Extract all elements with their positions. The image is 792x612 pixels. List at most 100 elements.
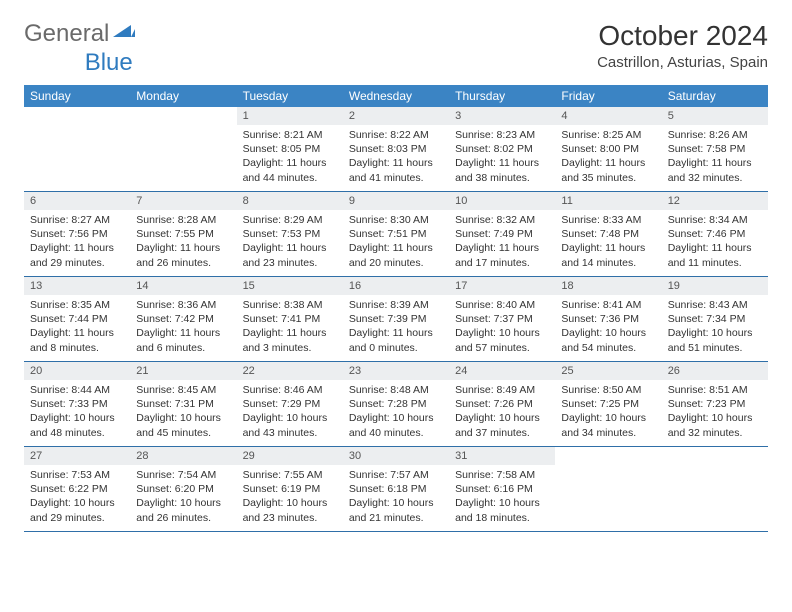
- day-number: 24: [449, 362, 555, 380]
- day-info: Sunrise: 7:55 AMSunset: 6:19 PMDaylight:…: [237, 465, 343, 531]
- calendar-day-cell: 20Sunrise: 8:44 AMSunset: 7:33 PMDayligh…: [24, 362, 130, 447]
- day-number: 11: [555, 192, 661, 210]
- brand-part2-wrap: GeneBlue: [24, 49, 768, 77]
- calendar-day-cell: 12Sunrise: 8:34 AMSunset: 7:46 PMDayligh…: [662, 192, 768, 277]
- month-title: October 2024: [597, 20, 768, 52]
- day-number: 20: [24, 362, 130, 380]
- day-number: 15: [237, 277, 343, 295]
- calendar-day-cell: [24, 107, 130, 192]
- day-info: Sunrise: 8:29 AMSunset: 7:53 PMDaylight:…: [237, 210, 343, 276]
- day-number: 13: [24, 277, 130, 295]
- day-info: Sunrise: 8:35 AMSunset: 7:44 PMDaylight:…: [24, 295, 130, 361]
- calendar-day-cell: 9Sunrise: 8:30 AMSunset: 7:51 PMDaylight…: [343, 192, 449, 277]
- day-number: 30: [343, 447, 449, 465]
- day-number: 10: [449, 192, 555, 210]
- calendar-day-cell: 11Sunrise: 8:33 AMSunset: 7:48 PMDayligh…: [555, 192, 661, 277]
- weekday-header: Thursday: [449, 85, 555, 107]
- day-info: Sunrise: 8:33 AMSunset: 7:48 PMDaylight:…: [555, 210, 661, 276]
- day-number: 1: [237, 107, 343, 125]
- day-number: 6: [24, 192, 130, 210]
- day-info: Sunrise: 8:32 AMSunset: 7:49 PMDaylight:…: [449, 210, 555, 276]
- calendar-day-cell: 15Sunrise: 8:38 AMSunset: 7:41 PMDayligh…: [237, 277, 343, 362]
- calendar-day-cell: 2Sunrise: 8:22 AMSunset: 8:03 PMDaylight…: [343, 107, 449, 192]
- brand-part2: Blue: [85, 49, 133, 76]
- day-number: 5: [662, 107, 768, 125]
- day-number: 26: [662, 362, 768, 380]
- calendar-day-cell: 27Sunrise: 7:53 AMSunset: 6:22 PMDayligh…: [24, 447, 130, 532]
- day-number: 29: [237, 447, 343, 465]
- day-info: Sunrise: 8:43 AMSunset: 7:34 PMDaylight:…: [662, 295, 768, 361]
- calendar-day-cell: 31Sunrise: 7:58 AMSunset: 6:16 PMDayligh…: [449, 447, 555, 532]
- day-number: 28: [130, 447, 236, 465]
- calendar-table: SundayMondayTuesdayWednesdayThursdayFrid…: [24, 85, 768, 532]
- calendar-week-row: 27Sunrise: 7:53 AMSunset: 6:22 PMDayligh…: [24, 447, 768, 532]
- calendar-day-cell: 21Sunrise: 8:45 AMSunset: 7:31 PMDayligh…: [130, 362, 236, 447]
- calendar-day-cell: 16Sunrise: 8:39 AMSunset: 7:39 PMDayligh…: [343, 277, 449, 362]
- calendar-week-row: 6Sunrise: 8:27 AMSunset: 7:56 PMDaylight…: [24, 192, 768, 277]
- calendar-header-row: SundayMondayTuesdayWednesdayThursdayFrid…: [24, 85, 768, 107]
- day-number: 18: [555, 277, 661, 295]
- day-info: Sunrise: 8:50 AMSunset: 7:25 PMDaylight:…: [555, 380, 661, 446]
- weekday-header: Wednesday: [343, 85, 449, 107]
- day-info: Sunrise: 8:46 AMSunset: 7:29 PMDaylight:…: [237, 380, 343, 446]
- calendar-day-cell: 17Sunrise: 8:40 AMSunset: 7:37 PMDayligh…: [449, 277, 555, 362]
- calendar-day-cell: 22Sunrise: 8:46 AMSunset: 7:29 PMDayligh…: [237, 362, 343, 447]
- triangle-icon: [113, 23, 135, 37]
- calendar-week-row: 1Sunrise: 8:21 AMSunset: 8:05 PMDaylight…: [24, 107, 768, 192]
- day-number: 31: [449, 447, 555, 465]
- day-info: Sunrise: 7:54 AMSunset: 6:20 PMDaylight:…: [130, 465, 236, 531]
- day-number: 2: [343, 107, 449, 125]
- calendar-day-cell: 3Sunrise: 8:23 AMSunset: 8:02 PMDaylight…: [449, 107, 555, 192]
- brand-part1: General: [24, 20, 109, 48]
- calendar-day-cell: [555, 447, 661, 532]
- calendar-day-cell: 23Sunrise: 8:48 AMSunset: 7:28 PMDayligh…: [343, 362, 449, 447]
- weekday-header: Sunday: [24, 85, 130, 107]
- day-info: Sunrise: 8:36 AMSunset: 7:42 PMDaylight:…: [130, 295, 236, 361]
- calendar-day-cell: 30Sunrise: 7:57 AMSunset: 6:18 PMDayligh…: [343, 447, 449, 532]
- calendar-day-cell: [130, 107, 236, 192]
- day-number: 9: [343, 192, 449, 210]
- calendar-day-cell: 8Sunrise: 8:29 AMSunset: 7:53 PMDaylight…: [237, 192, 343, 277]
- day-number: 3: [449, 107, 555, 125]
- day-number: 4: [555, 107, 661, 125]
- calendar-day-cell: 19Sunrise: 8:43 AMSunset: 7:34 PMDayligh…: [662, 277, 768, 362]
- calendar-day-cell: 13Sunrise: 8:35 AMSunset: 7:44 PMDayligh…: [24, 277, 130, 362]
- day-info: Sunrise: 8:40 AMSunset: 7:37 PMDaylight:…: [449, 295, 555, 361]
- day-number: 27: [24, 447, 130, 465]
- calendar-day-cell: 10Sunrise: 8:32 AMSunset: 7:49 PMDayligh…: [449, 192, 555, 277]
- day-number: 25: [555, 362, 661, 380]
- day-number: 22: [237, 362, 343, 380]
- day-number: 8: [237, 192, 343, 210]
- day-info: Sunrise: 8:49 AMSunset: 7:26 PMDaylight:…: [449, 380, 555, 446]
- day-number: 19: [662, 277, 768, 295]
- calendar-day-cell: 14Sunrise: 8:36 AMSunset: 7:42 PMDayligh…: [130, 277, 236, 362]
- day-info: Sunrise: 8:26 AMSunset: 7:58 PMDaylight:…: [662, 125, 768, 191]
- day-info: Sunrise: 7:58 AMSunset: 6:16 PMDaylight:…: [449, 465, 555, 531]
- day-info: Sunrise: 8:27 AMSunset: 7:56 PMDaylight:…: [24, 210, 130, 276]
- day-info: Sunrise: 8:38 AMSunset: 7:41 PMDaylight:…: [237, 295, 343, 361]
- calendar-day-cell: 7Sunrise: 8:28 AMSunset: 7:55 PMDaylight…: [130, 192, 236, 277]
- day-info: Sunrise: 7:53 AMSunset: 6:22 PMDaylight:…: [24, 465, 130, 531]
- weekday-header: Monday: [130, 85, 236, 107]
- day-info: Sunrise: 8:41 AMSunset: 7:36 PMDaylight:…: [555, 295, 661, 361]
- brand-logo: General: [24, 20, 135, 48]
- day-info: Sunrise: 8:25 AMSunset: 8:00 PMDaylight:…: [555, 125, 661, 191]
- calendar-day-cell: 29Sunrise: 7:55 AMSunset: 6:19 PMDayligh…: [237, 447, 343, 532]
- day-info: Sunrise: 7:57 AMSunset: 6:18 PMDaylight:…: [343, 465, 449, 531]
- weekday-header: Friday: [555, 85, 661, 107]
- calendar-day-cell: 18Sunrise: 8:41 AMSunset: 7:36 PMDayligh…: [555, 277, 661, 362]
- calendar-day-cell: [662, 447, 768, 532]
- day-number: 17: [449, 277, 555, 295]
- day-info: Sunrise: 8:51 AMSunset: 7:23 PMDaylight:…: [662, 380, 768, 446]
- calendar-day-cell: 5Sunrise: 8:26 AMSunset: 7:58 PMDaylight…: [662, 107, 768, 192]
- day-info: Sunrise: 8:45 AMSunset: 7:31 PMDaylight:…: [130, 380, 236, 446]
- day-info: Sunrise: 8:23 AMSunset: 8:02 PMDaylight:…: [449, 125, 555, 191]
- calendar-day-cell: 24Sunrise: 8:49 AMSunset: 7:26 PMDayligh…: [449, 362, 555, 447]
- day-number: 16: [343, 277, 449, 295]
- day-info: Sunrise: 8:44 AMSunset: 7:33 PMDaylight:…: [24, 380, 130, 446]
- calendar-day-cell: 26Sunrise: 8:51 AMSunset: 7:23 PMDayligh…: [662, 362, 768, 447]
- day-info: Sunrise: 8:39 AMSunset: 7:39 PMDaylight:…: [343, 295, 449, 361]
- calendar-week-row: 13Sunrise: 8:35 AMSunset: 7:44 PMDayligh…: [24, 277, 768, 362]
- weekday-header: Saturday: [662, 85, 768, 107]
- calendar-day-cell: 25Sunrise: 8:50 AMSunset: 7:25 PMDayligh…: [555, 362, 661, 447]
